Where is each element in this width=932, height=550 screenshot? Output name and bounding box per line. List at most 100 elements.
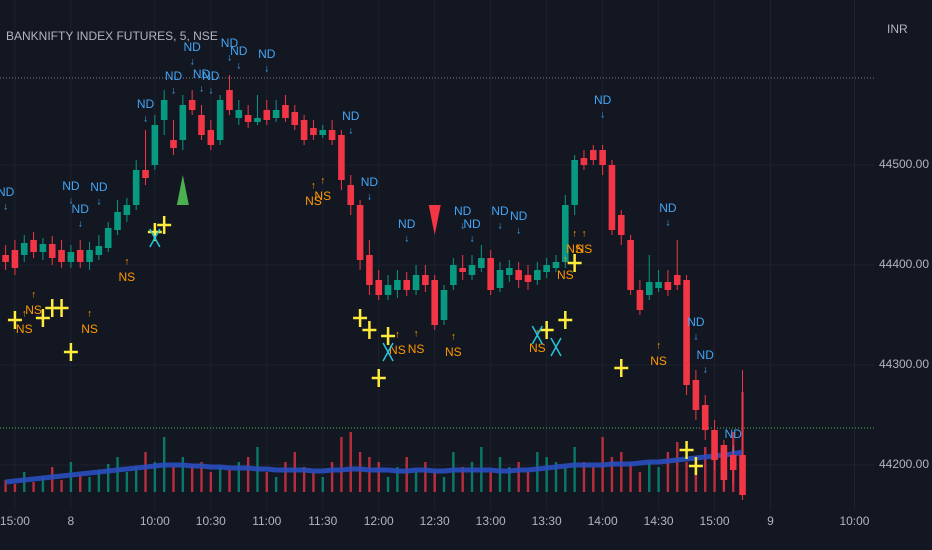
nd-label: ND (90, 180, 108, 194)
candle-body (170, 140, 177, 148)
candle-body (599, 150, 606, 165)
nd-label: ND (137, 97, 155, 111)
candle-body (450, 265, 457, 285)
ns-arrow: ↑ (31, 290, 36, 301)
down-triangle (428, 205, 441, 235)
candle-body (589, 150, 597, 160)
candle-body (95, 246, 103, 255)
candle-body (561, 205, 569, 262)
cross-marker (567, 254, 582, 272)
y-tick-label: 44300.00 (879, 357, 929, 371)
candle-body (207, 130, 215, 145)
candle-body (720, 445, 728, 480)
cross-marker (353, 309, 368, 327)
y-tick-label: 44200.00 (879, 457, 929, 471)
nd-arrow: ↓ (731, 444, 736, 455)
volume-bar (573, 447, 576, 492)
candle-body (142, 170, 149, 178)
candle-body (422, 275, 429, 285)
volume-bar (526, 472, 530, 492)
volume-bar (41, 477, 45, 492)
volume-bar (13, 484, 17, 492)
candle-body (151, 125, 159, 165)
ns-arrow: ↑ (656, 341, 661, 352)
volume-bar (592, 467, 595, 492)
x-tick-label: 13:00 (476, 514, 506, 528)
ns-arrow: ↑ (572, 229, 577, 240)
nd-arrow: ↓ (264, 64, 269, 75)
nd-label: ND (165, 69, 183, 83)
volume-bar (134, 467, 138, 492)
volume-bar (144, 452, 147, 492)
nd-label: ND (221, 36, 239, 50)
ns-arrow: ↑ (563, 255, 568, 266)
volume-bar (405, 457, 408, 492)
cross-marker (679, 441, 694, 459)
nd-arrow: ↓ (78, 219, 83, 230)
x-tick-label: 11:00 (252, 514, 281, 528)
candle-body (300, 120, 308, 140)
ns-label: NS (566, 242, 583, 256)
nd-arrow: ↓ (208, 86, 213, 97)
volume-bar (685, 462, 688, 492)
cross-marker (558, 311, 573, 329)
volume-bar (620, 452, 623, 492)
candle-body (132, 170, 140, 205)
nd-arrow: ↓ (68, 196, 73, 207)
x-tick-label: 10:00 (140, 514, 170, 528)
volume-bar (629, 462, 632, 492)
nd-label: ND (0, 185, 15, 199)
volume-bar (218, 467, 222, 492)
cross-marker (614, 359, 629, 377)
ns-arrow: ↑ (22, 309, 27, 320)
candle-body (272, 110, 280, 118)
volume-bar (517, 462, 520, 492)
x-tick-label: 10:00 (839, 514, 869, 528)
cross-marker (63, 343, 78, 361)
volume-bar (396, 467, 399, 492)
cross-marker (371, 369, 386, 387)
volume-bar (545, 457, 548, 492)
ns-arrow: ↑ (451, 332, 456, 343)
candle-body (291, 112, 299, 125)
nd-arrow: ↓ (460, 221, 465, 232)
x-tick-label: 12:30 (420, 514, 450, 528)
nd-arrow: ↓ (404, 234, 409, 245)
x-marker (149, 228, 161, 248)
volume-bar (274, 477, 278, 492)
candle-body (645, 282, 653, 295)
x-tick-label: 15:00 (700, 514, 730, 528)
volume-bar (265, 472, 268, 492)
nd-arrow: ↓ (227, 53, 232, 64)
x-tick-label: 9 (767, 514, 774, 528)
ns-arrow: ↑ (414, 329, 419, 340)
nd-arrow: ↓ (143, 114, 148, 125)
cross-marker (688, 457, 703, 475)
volume-bar (107, 464, 110, 492)
nd-label: ND (725, 427, 743, 441)
ns-label: NS (25, 303, 42, 317)
candle-body (11, 250, 19, 268)
nd-arrow: ↓ (665, 218, 670, 229)
volume-bar (246, 457, 250, 492)
volume-bar (368, 457, 371, 492)
candle-body (20, 243, 28, 255)
x-tick-label: 11:30 (308, 514, 337, 528)
candle-body (478, 258, 485, 268)
candle-body (440, 290, 448, 320)
nd-arrow: ↓ (3, 202, 8, 213)
candle-body (617, 215, 625, 235)
volume-bar (97, 470, 101, 492)
cross-marker (362, 321, 377, 339)
volume-bar (340, 437, 343, 492)
candle-body (552, 262, 560, 268)
candle-body (692, 380, 700, 410)
plot-layer: ND↓ND↓ND↓ND↓ND↓ND↓ND↓ND↓ND↓ND↓ND↓ND↓ND↓N… (0, 0, 875, 510)
volume-bar (414, 472, 418, 492)
candle-body (319, 130, 327, 135)
ns-label: NS (314, 189, 331, 203)
candle-body (580, 158, 588, 165)
volume-bar (433, 472, 436, 492)
nd-label: ND (687, 315, 705, 329)
